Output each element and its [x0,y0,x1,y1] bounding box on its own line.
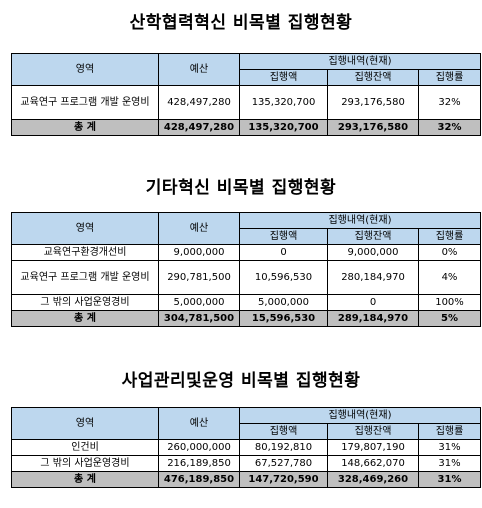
cell-exec: 15,596,530 [239,310,328,327]
cell-budget: 5,000,000 [158,294,240,311]
cell-exec: 67,527,780 [239,455,328,472]
cell-rate: 32% [418,85,481,120]
header-rate: 집행률 [418,69,481,86]
execution-table-1: 영역 예산 집행내역(현재) 집행액 집행잔액 집행률 교육연구 프로그램 개발… [11,53,481,136]
total-row: 총 계 304,781,500 15,596,530 289,184,970 5… [11,310,481,327]
header-budget: 예산 [158,53,240,86]
cell-exec: 135,320,700 [239,85,328,120]
table-row: 그 밖의 사업운영경비 5,000,000 5,000,000 0 100% [11,294,481,311]
section-title: 사업관리및운영 비목별 집행현황 [121,371,361,391]
cell-budget: 9,000,000 [158,244,240,261]
header-exec: 집행액 [239,228,328,245]
cell-balance: 289,184,970 [327,310,419,327]
cell-balance: 0 [327,294,419,311]
cell-budget: 260,000,000 [158,439,240,456]
cell-exec: 5,000,000 [239,294,328,311]
header-budget: 예산 [158,407,240,440]
cell-budget: 428,497,280 [158,85,240,120]
total-row: 총 계 476,189,850 147,720,590 328,469,260 … [11,471,481,488]
cell-balance: 148,662,070 [327,455,419,472]
cell-rate: 0% [418,244,481,261]
cell-rate: 31% [418,439,481,456]
cell-exec: 0 [239,244,328,261]
table-row: 인건비 260,000,000 80,192,810 179,807,190 3… [11,439,481,456]
cell-exec: 147,720,590 [239,471,328,488]
cell-budget: 290,781,500 [158,260,240,295]
table-row: 교육연구 프로그램 개발 운영비 290,781,500 10,596,530 … [11,260,481,295]
cell-budget: 304,781,500 [158,310,240,327]
cell-budget: 476,189,850 [158,471,240,488]
cell-area: 총 계 [11,310,159,327]
cell-rate: 32% [418,119,481,136]
header-balance: 집행잔액 [327,228,419,245]
cell-rate: 5% [418,310,481,327]
cell-area: 그 밖의 사업운영경비 [11,294,159,311]
header-rate: 집행률 [418,423,481,440]
cell-balance: 280,184,970 [327,260,419,295]
cell-area: 그 밖의 사업운영경비 [11,455,159,472]
header-exec: 집행액 [239,69,328,86]
section-title: 기타혁신 비목별 집행현황 [145,178,337,198]
cell-balance: 179,807,190 [327,439,419,456]
table-row: 그 밖의 사업운영경비 216,189,850 67,527,780 148,6… [11,455,481,472]
section-title: 산학협력혁신 비목별 집행현황 [129,13,353,33]
cell-area: 총 계 [11,471,159,488]
cell-area: 교육연구환경개선비 [11,244,159,261]
header-group: 집행내역(현재) [239,53,481,70]
cell-exec: 10,596,530 [239,260,328,295]
header-rate: 집행률 [418,228,481,245]
table-row: 교육연구 프로그램 개발 운영비 428,497,280 135,320,700… [11,85,481,120]
total-row: 총 계 428,497,280 135,320,700 293,176,580 … [11,119,481,136]
cell-balance: 293,176,580 [327,119,419,136]
execution-table-3: 영역 예산 집행내역(현재) 집행액 집행잔액 집행률 인건비 260,000,… [11,407,481,488]
header-area: 영역 [11,212,159,245]
cell-rate: 4% [418,260,481,295]
cell-balance: 328,469,260 [327,471,419,488]
cell-area: 교육연구 프로그램 개발 운영비 [11,260,159,295]
execution-table-2: 영역 예산 집행내역(현재) 집행액 집행잔액 집행률 교육연구환경개선비 9,… [11,212,481,327]
cell-budget: 428,497,280 [158,119,240,136]
table-row: 교육연구환경개선비 9,000,000 0 9,000,000 0% [11,244,481,261]
header-group: 집행내역(현재) [239,407,481,424]
header-balance: 집행잔액 [327,423,419,440]
cell-area: 총 계 [11,119,159,136]
cell-balance: 9,000,000 [327,244,419,261]
cell-budget: 216,189,850 [158,455,240,472]
cell-rate: 100% [418,294,481,311]
cell-rate: 31% [418,455,481,472]
cell-exec: 80,192,810 [239,439,328,456]
cell-area: 교육연구 프로그램 개발 운영비 [11,85,159,120]
header-balance: 집행잔액 [327,69,419,86]
header-exec: 집행액 [239,423,328,440]
cell-balance: 293,176,580 [327,85,419,120]
cell-area: 인건비 [11,439,159,456]
header-budget: 예산 [158,212,240,245]
header-area: 영역 [11,53,159,86]
cell-exec: 135,320,700 [239,119,328,136]
cell-rate: 31% [418,471,481,488]
header-area: 영역 [11,407,159,440]
header-group: 집행내역(현재) [239,212,481,229]
